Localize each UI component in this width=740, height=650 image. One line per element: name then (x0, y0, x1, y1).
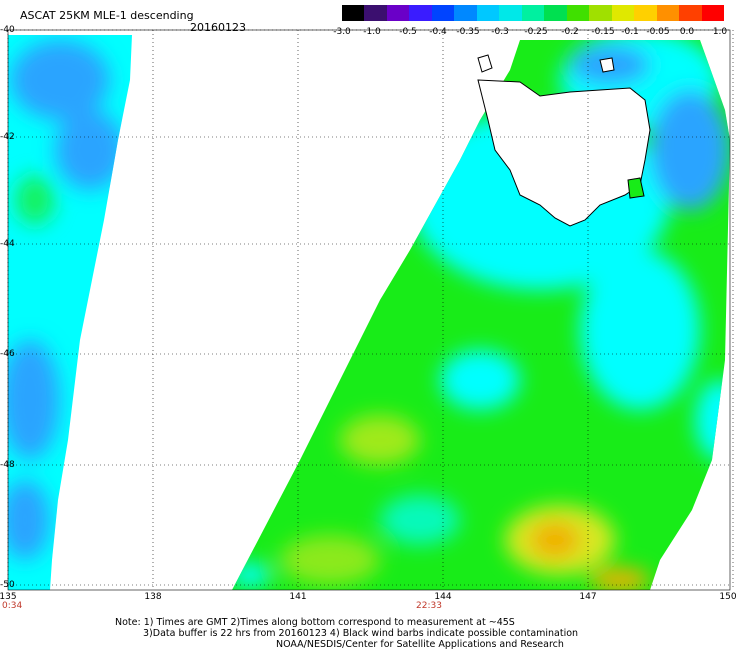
map-title: ASCAT 25KM MLE-1 descending (20, 9, 194, 22)
colorbar (342, 5, 724, 21)
colorbar-tick-label: 0.0 (679, 27, 695, 37)
colorbar-tick-label: -3.0 (333, 27, 351, 37)
latitude-label: -44 (0, 239, 15, 249)
colorbar-swatch (386, 5, 410, 21)
map-date: 20160123 (190, 21, 246, 34)
colorbar-tick-label: -0.35 (456, 27, 480, 37)
left-swath (8, 35, 132, 590)
tasmania-landmass (477, 54, 651, 227)
time-left: 0:34 (2, 601, 23, 611)
colorbar-swatch (566, 5, 590, 21)
colorbar-tick-label: -0.2 (561, 27, 579, 37)
colorbar-labels: -3.0 -1.0 -0.5 -0.4 -0.35 -0.3 -0.25 -0.2 -0.15-… (330, 27, 740, 39)
colorbar-tick-label: -0.15 (591, 27, 615, 37)
colorbar-swatch (342, 5, 365, 21)
note-line-3: NOAA/NESDIS/Center for Satellite Applica… (276, 639, 564, 650)
longitude-label: 144 (434, 592, 452, 602)
colorbar-swatch (634, 5, 657, 21)
colorbar-tick-label: -1.0 (363, 27, 381, 37)
latitude-label: -46 (0, 349, 15, 359)
longitude-label: 150 (719, 592, 737, 602)
latitude-label: -42 (0, 132, 15, 142)
colorbar-swatch (364, 5, 387, 21)
latitude-label: -50 (0, 580, 15, 590)
colorbar-tick-label: -0.3 (491, 27, 509, 37)
colorbar-swatch (611, 5, 635, 21)
colorbar-swatch (544, 5, 567, 21)
colorbar-tick-label: -0.25 (524, 27, 548, 37)
colorbar-swatch (476, 5, 500, 21)
note-line-1: Note: 1) Times are GMT 2)Times along bot… (115, 617, 515, 628)
time-center: 22:33 (416, 601, 442, 611)
colorbar-swatch (589, 5, 612, 21)
map-frame (7, 29, 731, 591)
colorbar-tick-label: -0.4 (429, 27, 447, 37)
colorbar-swatch (431, 5, 455, 21)
note-line-2: 3)Data buffer is 22 hrs from 20160123 4)… (143, 628, 579, 639)
colorbar-tick-label: -0.5 (399, 27, 417, 37)
colorbar-swatch (409, 5, 432, 21)
colorbar-tick-label: 1.0 (712, 27, 728, 37)
longitude-label: 138 (144, 592, 162, 602)
longitude-label: 141 (289, 592, 307, 602)
colorbar-swatch (454, 5, 477, 21)
colorbar-tick-label: -0.1 (621, 27, 639, 37)
latitude-label: -40 (0, 25, 15, 35)
colorbar-tick-label: -0.05 (646, 27, 670, 37)
longitude-label: 135 (0, 592, 17, 602)
latitude-label: -48 (0, 460, 15, 470)
colorbar-swatch (521, 5, 545, 21)
colorbar-swatch (679, 5, 702, 21)
colorbar-swatch (499, 5, 522, 21)
colorbar-swatch (701, 5, 724, 21)
colorbar-swatch (656, 5, 680, 21)
longitude-label: 147 (579, 592, 597, 602)
